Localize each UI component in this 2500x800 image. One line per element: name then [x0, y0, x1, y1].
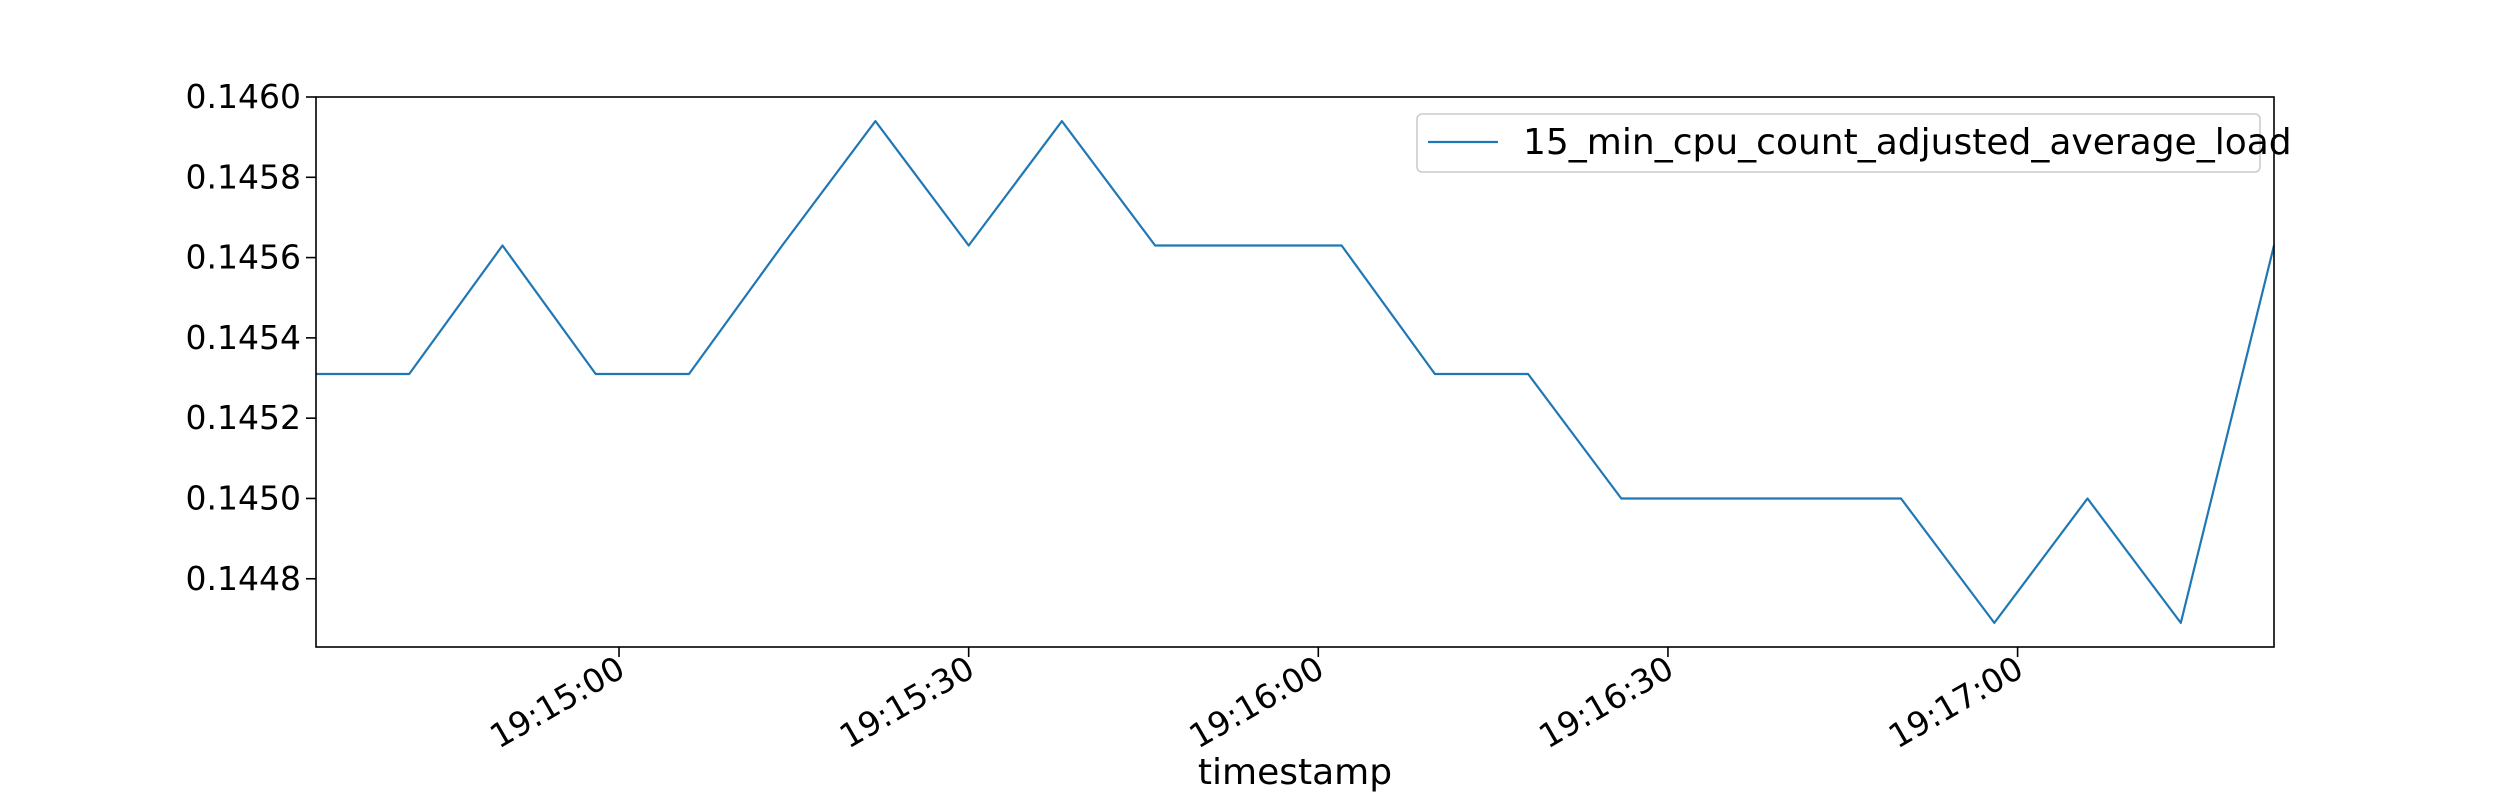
- legend-label: 15_min_cpu_count_adjusted_average_load: [1523, 122, 2292, 163]
- legend: 15_min_cpu_count_adjusted_average_load: [1416, 113, 2292, 173]
- y-tick-label: 0.1456: [186, 238, 301, 277]
- series-layer: [316, 119, 2276, 625]
- plot-frame: [315, 96, 2275, 648]
- y-tick-label: 0.1460: [186, 77, 301, 116]
- y-tick-label: 0.1454: [186, 318, 301, 357]
- y-tick-label: 0.1448: [186, 559, 301, 598]
- legend-box: [1416, 113, 2261, 173]
- y-tick-label: 0.1452: [186, 398, 301, 437]
- series-line: [316, 119, 2276, 625]
- y-tick-label: 0.1450: [186, 478, 301, 517]
- y-tick-label: 0.1458: [186, 157, 301, 196]
- x-axis-label: timestamp: [1198, 752, 1392, 793]
- y-axis: 0.1448 0.1450 0.1452 0.1454 0.1456 0.1458 0.14…: [186, 77, 316, 598]
